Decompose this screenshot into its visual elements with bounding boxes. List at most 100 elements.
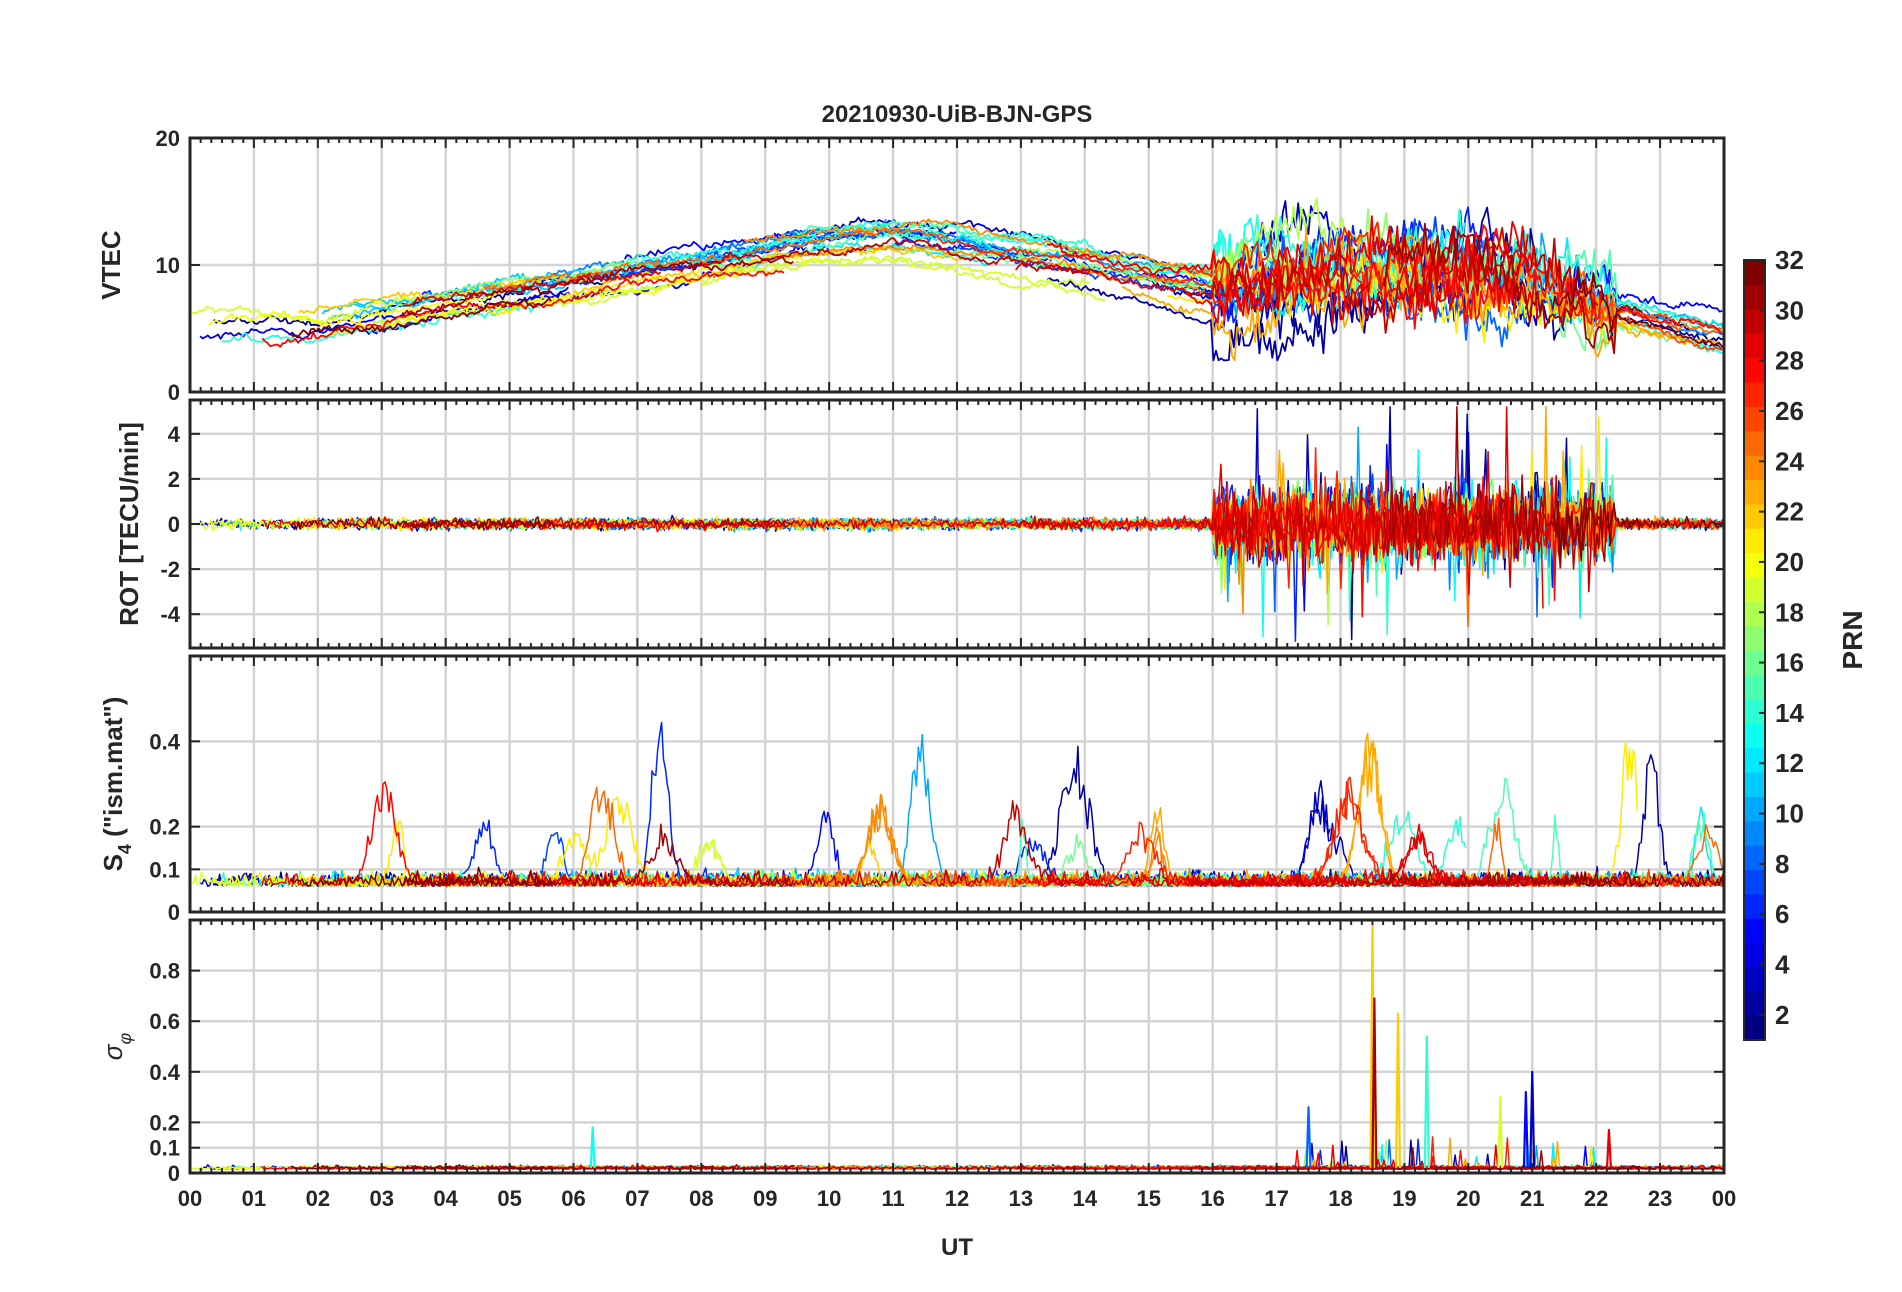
colorbar-tick-label: 10 (1775, 799, 1804, 829)
series-prn-31 (401, 256, 794, 317)
series-prn-29 (1046, 215, 1529, 311)
series-prn-30 (670, 237, 1091, 275)
series-prn-7 (938, 216, 1465, 314)
series-prn-25 (482, 786, 949, 888)
x-tick-label: 13 (1009, 1186, 1033, 1211)
y-tick-label: 0.1 (149, 857, 180, 882)
x-tick-label: 02 (306, 1186, 330, 1211)
colorbar-swatch (1744, 771, 1765, 797)
series-group (191, 406, 1724, 642)
colorbar-swatch (1744, 333, 1765, 359)
spike-prn-8 (1305, 1106, 1312, 1168)
spike-prn-14 (1423, 1035, 1430, 1168)
colorbar-swatch (1744, 698, 1765, 724)
x-tick-label: 07 (625, 1186, 649, 1211)
y-label-rest: ("ism.mat") (98, 697, 128, 844)
x-tick-label: 16 (1200, 1186, 1224, 1211)
series-prn-20 (400, 247, 887, 323)
colorbar-tick-label: 18 (1775, 597, 1804, 627)
y-tick-label: 0.2 (149, 1110, 180, 1135)
y-tick-label: 4 (168, 422, 181, 447)
colorbar-tick-label: 4 (1775, 950, 1790, 980)
series-group (191, 923, 1724, 1170)
series-prn-31 (1383, 222, 1643, 355)
series-prn-15 (793, 220, 1117, 266)
x-tick-label: 01 (242, 1186, 266, 1211)
series-group (191, 197, 1724, 362)
colorbar-swatch (1744, 845, 1765, 870)
series-prn-32 (290, 516, 552, 531)
panel-rot: -4 -2 0 2 4 ROT [TECU/min] (114, 398, 1726, 650)
colorbar-swatch (1744, 308, 1765, 334)
x-tick-label: 18 (1328, 1186, 1352, 1211)
series-prn-31 (1383, 1147, 1642, 1170)
x-tick-label: 06 (561, 1186, 585, 1211)
colorbar-tick-label: 16 (1775, 648, 1804, 678)
ticks (189, 656, 1725, 913)
x-tick-label: 21 (1520, 1186, 1544, 1211)
y-tick-label: 0 (168, 380, 180, 405)
colorbar-tick-label: 20 (1775, 547, 1804, 577)
panel-s4: 0 0.1 0.2 0.4 S4 ("ism.mat") (98, 654, 1726, 925)
y-label-sub: φ (115, 1033, 135, 1045)
colorbar-tick-label: 32 (1775, 245, 1804, 275)
x-axis-label: UT (941, 1234, 973, 1261)
spike-prn-29 (1605, 1128, 1612, 1168)
colorbar-swatch (1744, 796, 1765, 822)
series-prn-24 (743, 218, 1270, 289)
x-tick-label: 04 (433, 1186, 458, 1211)
spike-prn-3 (1529, 1070, 1536, 1168)
colorbar-swatch (1744, 381, 1765, 407)
x-tick-label: 19 (1392, 1186, 1416, 1211)
grid (190, 656, 1724, 912)
colorbar-tick-label: 14 (1775, 698, 1804, 728)
y-axis-label: S4 ("ism.mat") (98, 697, 135, 872)
chart-title: 20210930-UiB-BJN-GPS (822, 101, 1093, 128)
colorbar-label: PRN (1837, 610, 1868, 669)
series-prn-19 (191, 296, 420, 325)
series-prn-30 (670, 517, 1092, 530)
colorbar-swatch (1744, 820, 1765, 846)
colorbar-swatch (1744, 528, 1765, 554)
colorbar-swatch (1744, 503, 1765, 529)
x-tick-label: 23 (1648, 1186, 1672, 1211)
spike-prn-19 (1497, 1096, 1504, 1168)
series-prn-20 (208, 280, 526, 327)
series-prn-32 (1551, 492, 1724, 562)
series-prn-23 (1244, 226, 1721, 346)
y-tick-label: 20 (156, 126, 180, 151)
ticks (189, 137, 1725, 393)
y-axis-label: VTEC (96, 230, 126, 300)
colorbar-swatch (1744, 723, 1765, 749)
y-label-main: σ (98, 1043, 128, 1060)
y-label-sub: 4 (115, 844, 135, 854)
y-tick-label: 0.4 (149, 729, 180, 754)
x-tick-labels: 00 01 02 03 04 05 06 07 08 09 10 11 12 13 14 15 16 17 18 19… (178, 1186, 1736, 1211)
x-tick-label: 11 (881, 1186, 904, 1211)
series-prn-30 (1185, 474, 1600, 593)
colorbar-swatch (1744, 674, 1765, 700)
colorbar-tick-label: 22 (1775, 497, 1804, 527)
colorbar-swatch (1744, 918, 1765, 944)
series-prn-27 (937, 781, 1449, 888)
colorbar-tick-label: 24 (1775, 446, 1804, 476)
x-tick-label: 22 (1584, 1186, 1608, 1211)
x-tick-label: 09 (753, 1186, 777, 1211)
series-prn-28 (1211, 252, 1723, 335)
panel-vtec: 0 10 20 VTEC (96, 126, 1726, 405)
series-prn-31 (1383, 406, 1642, 569)
x-tick-label: 20 (1456, 1186, 1480, 1211)
colorbar-swatch (1744, 455, 1765, 480)
series-prn-26 (1610, 315, 1724, 351)
ticks (189, 400, 1725, 648)
series-prn-26 (1609, 868, 1724, 888)
colorbar-swatch (1744, 942, 1765, 968)
series-prn-30 (670, 800, 1092, 888)
x-tick-label: 08 (689, 1186, 713, 1211)
colorbar-swatch (1744, 966, 1765, 992)
colorbar-swatch (1744, 893, 1765, 919)
series-prn-29 (402, 270, 662, 307)
colorbar-swatch (1744, 260, 1765, 285)
